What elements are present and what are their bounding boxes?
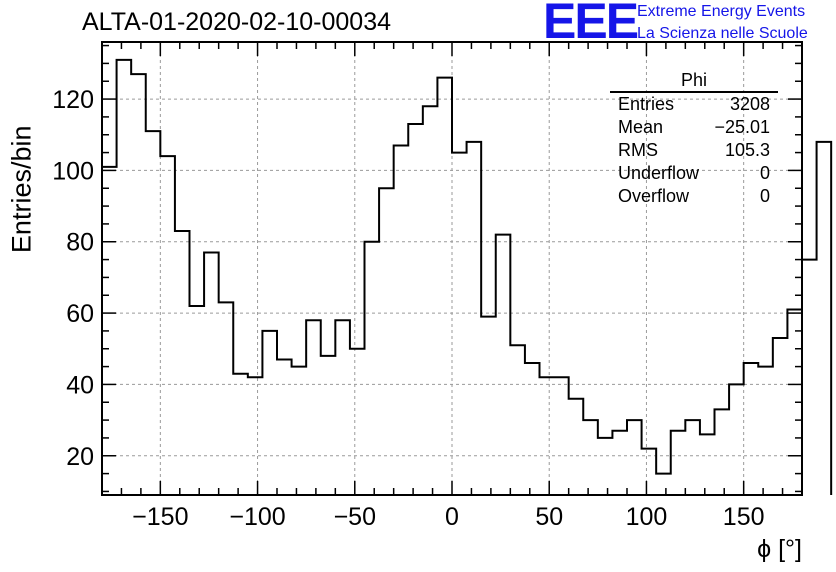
eee-logo: EEE: [543, 0, 639, 49]
stats-row-overflow: Overflow 0: [610, 185, 778, 208]
stats-row-rms: RMS 105.3: [610, 139, 778, 162]
stats-label: Mean: [618, 117, 664, 137]
stats-row-entries: Entries 3208: [610, 93, 778, 116]
axis-ticks: [102, 42, 802, 495]
stats-row-underflow: Underflow 0: [610, 162, 778, 185]
x-tick-label: −100: [229, 503, 285, 531]
x-tick-label: 150: [723, 503, 765, 531]
stats-value: 105.3: [724, 140, 770, 160]
stats-value: 0: [759, 186, 770, 206]
stats-value: −25.01: [714, 117, 770, 137]
x-tick-label: 100: [626, 503, 668, 531]
y-tick-label: 20: [66, 443, 94, 471]
x-tick-label: −150: [132, 503, 188, 531]
x-tick-label: −50: [334, 503, 376, 531]
x-tick-label: 0: [445, 503, 459, 531]
logo-line-2: La Scienza nelle Scuole: [637, 25, 808, 42]
y-tick-label: 60: [66, 300, 94, 328]
y-tick-label: 80: [66, 229, 94, 257]
chart-title: ALTA-01-2020-02-10-00034: [82, 8, 391, 36]
y-tick-label: 100: [52, 157, 94, 185]
stats-label: RMS: [618, 140, 658, 160]
y-tick-label: 40: [66, 371, 94, 399]
stats-box-name: Phi: [610, 70, 778, 93]
stats-label: Underflow: [618, 163, 700, 183]
logo-line-1: Extreme Energy Events: [637, 3, 806, 20]
y-axis-label: Entries/bin: [6, 125, 37, 254]
x-tick-labels: −150 −100 −50 0 50 100 150: [132, 503, 764, 531]
stats-value: 3208: [729, 94, 770, 114]
x-axis-label: ϕ [°]: [757, 535, 802, 563]
stats-row-mean: Mean −25.01: [610, 116, 778, 139]
stats-value: 0: [759, 163, 770, 183]
stats-label: Overflow: [618, 186, 690, 206]
y-tick-labels: 20 40 60 80 100 120: [52, 86, 94, 471]
y-tick-label: 120: [52, 86, 94, 114]
x-tick-label: 50: [535, 503, 563, 531]
stats-label: Entries: [618, 94, 675, 114]
histogram-series: [101, 58, 833, 495]
stats-box: Phi Entries 3208 Mean −25.01 RMS 105.3 U…: [610, 70, 778, 208]
